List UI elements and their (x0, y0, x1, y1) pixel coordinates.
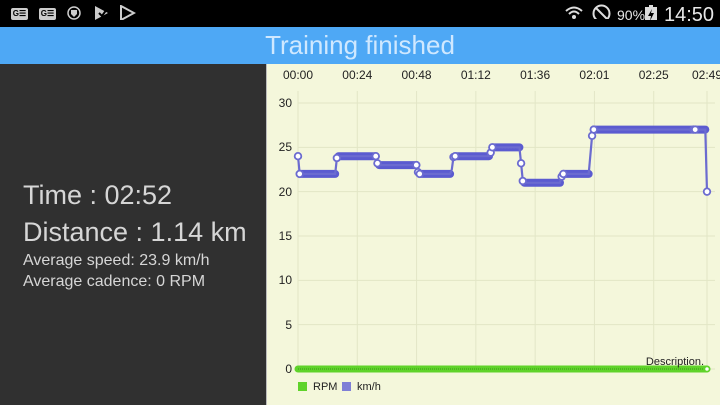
play-games-icon (95, 6, 108, 20)
time-label: Time : 02:52 (23, 180, 173, 210)
average-cadence-label: Average cadence: 0 RPM (23, 273, 206, 290)
do-not-disturb-icon (592, 4, 611, 19)
y-tick-label: 20 (278, 184, 292, 199)
x-tick-label: 02:25 (638, 68, 669, 82)
x-tick-label: 02:01 (579, 68, 610, 82)
news-icon: G☰ (11, 8, 28, 20)
x-tick-label: 00:00 (282, 68, 314, 82)
legend-kmh-swatch (342, 382, 351, 391)
status-bar: G☰ G☰ 90% 14:50 (0, 0, 720, 27)
chart-description: Description. (645, 356, 704, 368)
legend-rpm-swatch (298, 382, 307, 391)
page-title: Training finished (265, 30, 455, 60)
app-bar: Training finished (0, 27, 720, 64)
legend-rpm-label: RPM (313, 381, 338, 393)
y-tick-label: 10 (278, 273, 292, 288)
news-icon: G☰ (39, 8, 56, 20)
average-speed-label: Average speed: 23.9 km/h (23, 252, 210, 269)
x-tick-label: 01:12 (460, 68, 491, 82)
battery-charging-icon (645, 5, 657, 20)
clock: 14:50 (664, 4, 715, 26)
x-tick-label: 00:48 (401, 68, 432, 82)
y-tick-label: 0 (285, 362, 292, 376)
y-tick-label: 5 (285, 317, 292, 332)
training-chart[interactable]: 00:00 00:24 00:48 01:12 01:36 02:01 02:25 02:49… (266, 64, 720, 405)
x-tick-label: 00:24 (342, 68, 373, 82)
battery-level: 90% (617, 7, 646, 23)
legend-kmh-label: km/h (357, 381, 381, 393)
play-store-icon (120, 5, 136, 20)
y-tick-label: 25 (278, 140, 292, 155)
y-tick-label: 30 (278, 96, 292, 110)
x-tick-label: 02:49 (691, 68, 720, 82)
shield-icon (67, 6, 81, 20)
legend-rpm: RPM (298, 381, 337, 393)
legend-kmh: km/h (342, 381, 381, 393)
x-tick-label: 01:36 (520, 68, 551, 82)
chart-plot (266, 64, 715, 405)
summary-panel: Time : 02:52 Distance : 1.14 km Average … (0, 64, 266, 405)
y-tick-label: 15 (278, 229, 292, 243)
wifi-icon (565, 6, 583, 19)
distance-label: Distance : 1.14 km (23, 217, 247, 247)
